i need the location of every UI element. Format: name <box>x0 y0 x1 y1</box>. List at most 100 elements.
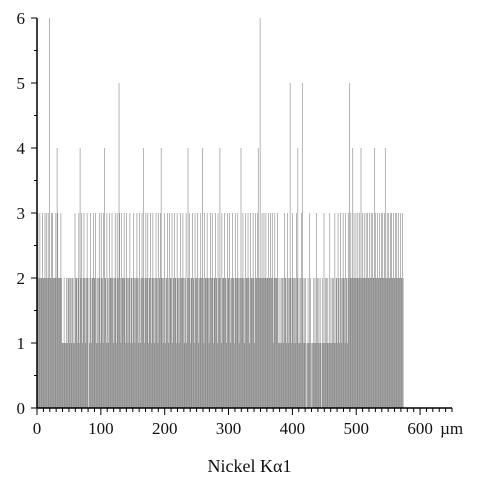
histogram-bar <box>130 343 131 408</box>
histogram-bar <box>353 213 355 408</box>
histogram-bar <box>397 278 398 408</box>
histogram-bar <box>169 213 170 408</box>
histogram-bar <box>266 278 268 408</box>
histogram-bar <box>378 278 380 408</box>
histogram-bar <box>326 343 328 408</box>
histogram-bar <box>75 278 76 408</box>
histogram-bar <box>235 278 237 408</box>
histogram-bar <box>251 278 253 408</box>
histogram-bar <box>77 343 78 408</box>
histogram-bar <box>59 278 60 408</box>
histogram-bar <box>293 343 295 408</box>
histogram-bar <box>58 278 59 408</box>
histogram-bar <box>301 213 302 408</box>
histogram-bar <box>114 278 115 408</box>
histogram-bar <box>120 278 121 408</box>
histogram-bar <box>173 278 175 408</box>
histogram-bar <box>192 278 194 408</box>
histogram-bar <box>157 278 158 408</box>
histogram-bar <box>243 343 245 408</box>
histogram-bar <box>315 343 317 408</box>
histogram-bar <box>247 213 249 408</box>
histogram-bar <box>388 213 389 408</box>
histogram-bar <box>371 278 373 408</box>
histogram-bar <box>214 278 216 408</box>
histogram-bar <box>114 213 116 408</box>
y-tick-label: 5 <box>17 74 26 93</box>
histogram-bar <box>276 278 278 408</box>
histogram-bar <box>199 278 200 408</box>
histogram-bar <box>295 343 297 408</box>
histogram-bar <box>116 343 117 408</box>
histogram-bar <box>146 278 148 408</box>
histogram-bar <box>210 278 212 408</box>
histogram-bar <box>42 213 43 408</box>
histogram-bar <box>307 343 308 408</box>
histogram-bar <box>267 278 269 408</box>
histogram-bar <box>113 278 115 408</box>
histogram-bar <box>42 278 44 408</box>
y-tick-label: 2 <box>17 269 26 288</box>
histogram-bar <box>203 278 204 408</box>
histogram-bar <box>365 213 367 408</box>
histogram-bar <box>353 278 354 408</box>
histogram-bar <box>131 278 133 408</box>
histogram-bar <box>323 213 325 408</box>
histogram-bar <box>135 278 136 408</box>
histogram-bar <box>357 213 359 408</box>
histogram-bar <box>285 278 286 408</box>
histogram-bar <box>339 278 341 408</box>
histogram-bar <box>386 213 388 408</box>
histogram-bar <box>219 148 221 408</box>
histogram-bar <box>85 343 87 408</box>
histogram-bar <box>381 278 383 408</box>
histogram-bar <box>91 278 93 408</box>
histogram-bar <box>45 213 47 408</box>
histogram-bar <box>277 278 279 408</box>
histogram-bar <box>324 343 325 408</box>
histogram-bar <box>156 278 158 408</box>
histogram-bar <box>303 343 304 408</box>
histogram-bar <box>257 148 259 408</box>
histogram-bar <box>67 278 69 408</box>
histogram-bar <box>305 278 306 408</box>
histogram-bar <box>303 278 305 408</box>
histogram-bar <box>74 343 75 408</box>
histogram-bar <box>187 278 188 408</box>
x-tick-label: 0 <box>33 419 42 438</box>
histogram-bar <box>298 343 299 408</box>
histogram-bar <box>270 278 272 408</box>
x-tick-label: 400 <box>280 419 306 438</box>
histogram-bar <box>118 278 119 408</box>
histogram-bar <box>44 213 46 408</box>
histogram-bar <box>148 343 149 408</box>
histogram-bar <box>391 213 392 408</box>
histogram-bar <box>73 343 75 408</box>
histogram-bar <box>296 213 297 408</box>
histogram-bar <box>252 278 253 408</box>
histogram-bar <box>258 278 260 408</box>
histogram-bar <box>236 278 238 408</box>
histogram-bar <box>250 278 252 408</box>
histogram-bar <box>175 278 177 408</box>
histogram-bar <box>319 343 320 408</box>
histogram-bar <box>289 83 291 408</box>
histogram-bar <box>333 343 335 408</box>
histogram-bar <box>308 343 309 408</box>
histogram-bar <box>117 278 119 408</box>
histogram-bar <box>228 278 230 408</box>
histogram-bar <box>197 278 199 408</box>
histogram-bar <box>145 213 147 408</box>
histogram-bar <box>142 278 143 408</box>
histogram-bar <box>398 213 400 408</box>
histogram-bar <box>153 278 154 408</box>
histogram-bar <box>120 343 122 408</box>
histogram-bar <box>338 278 339 408</box>
histogram-bar <box>96 343 98 408</box>
histogram-bar <box>273 278 275 408</box>
histogram-bar <box>309 343 311 408</box>
histogram-bar <box>71 343 73 408</box>
histogram-bar <box>79 343 80 408</box>
histogram-bar <box>232 213 234 408</box>
histogram-bar <box>47 213 49 408</box>
